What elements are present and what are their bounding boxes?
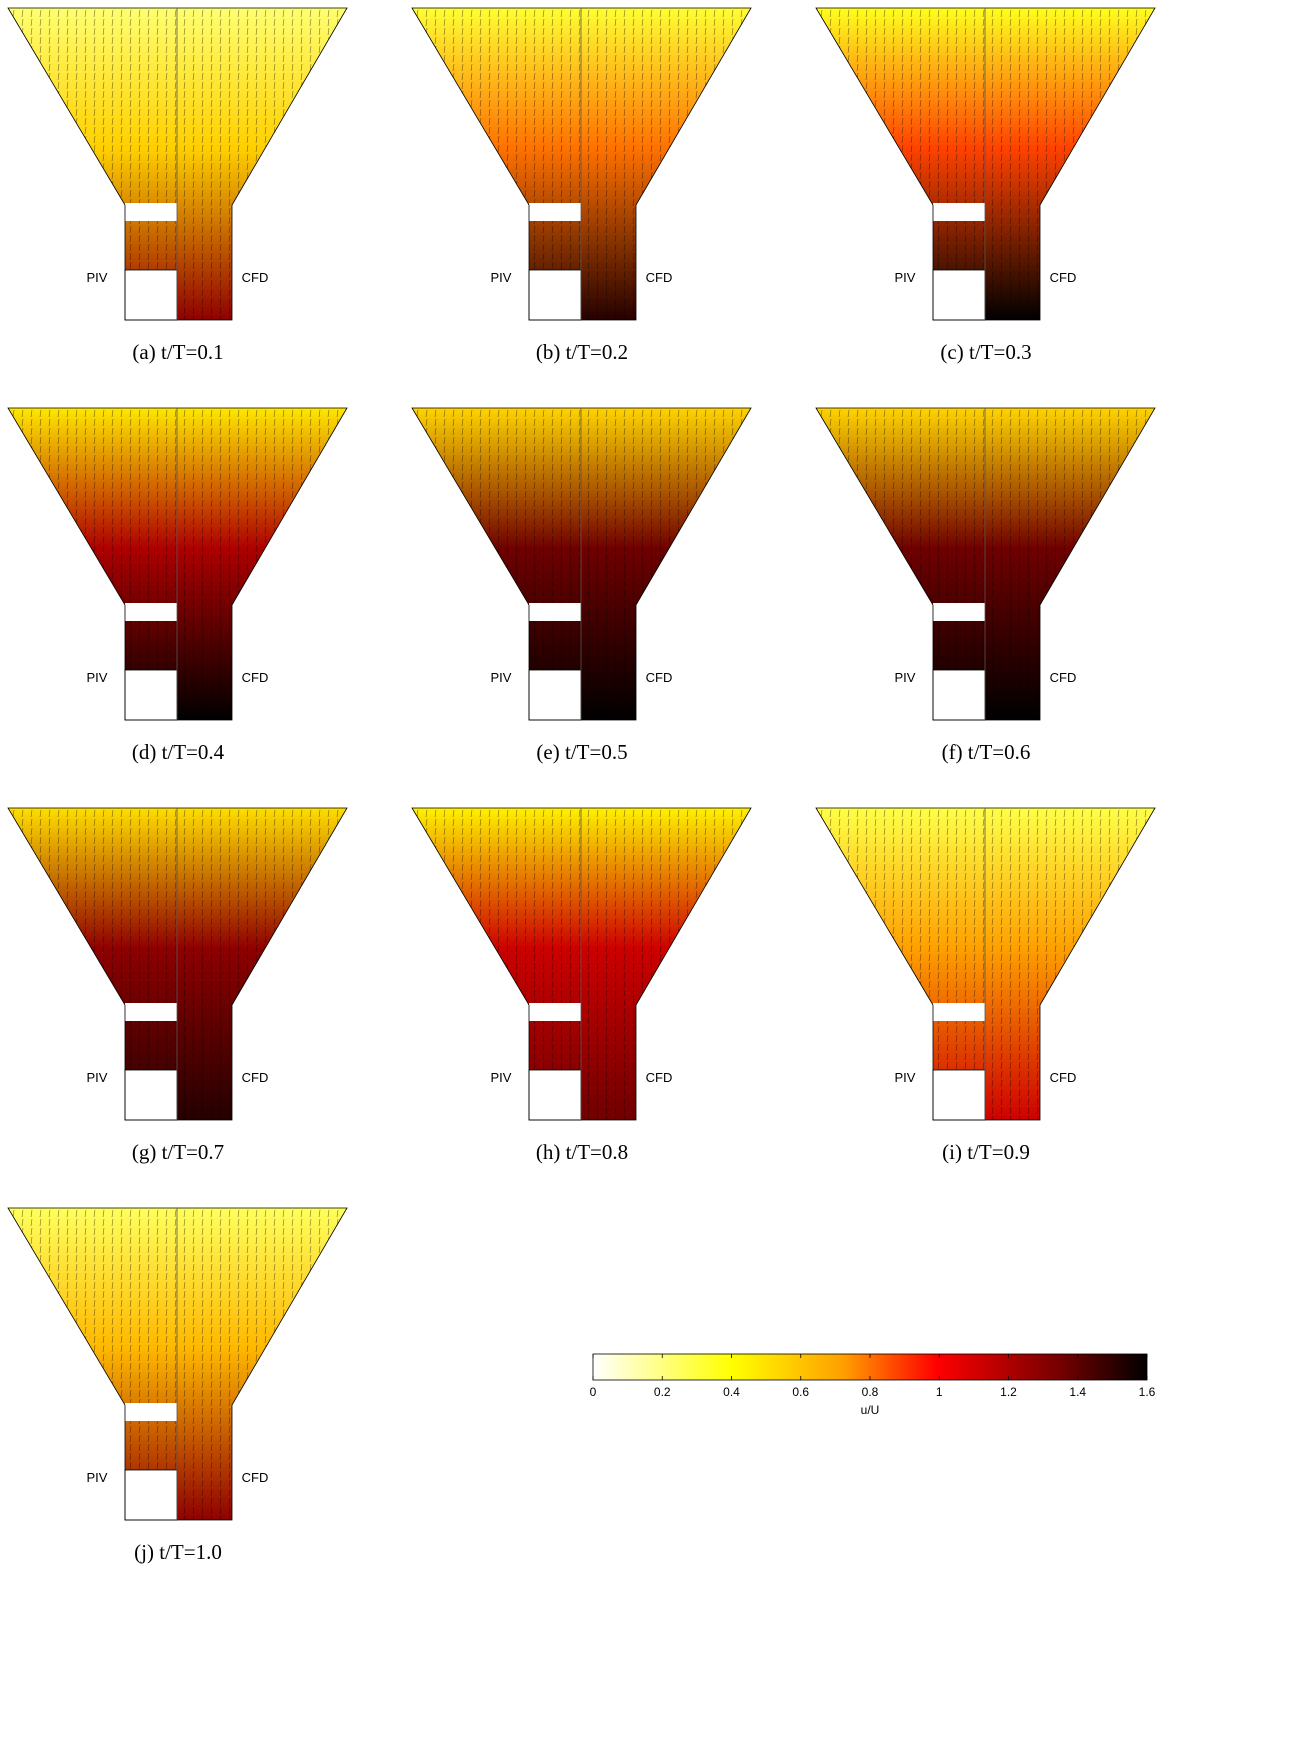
piv-label: PIV bbox=[491, 670, 512, 685]
piv-label: PIV bbox=[87, 670, 108, 685]
panel: PIV CFD (e) t/T=0.5 bbox=[412, 408, 751, 764]
vector-field bbox=[412, 408, 751, 720]
inlet-box bbox=[125, 670, 177, 720]
colorbar-tick-label: 0 bbox=[590, 1385, 597, 1399]
cfd-label: CFD bbox=[1050, 270, 1077, 285]
colorbar-tick-label: 1.6 bbox=[1139, 1385, 1156, 1399]
vector-field bbox=[8, 1208, 347, 1520]
panel-caption: (i) t/T=0.9 bbox=[942, 1140, 1030, 1164]
piv-label: PIV bbox=[895, 670, 916, 685]
panel-caption: (a) t/T=0.1 bbox=[132, 340, 223, 364]
panel: PIV CFD (h) t/T=0.8 bbox=[412, 808, 751, 1164]
piv-label: PIV bbox=[87, 1470, 108, 1485]
panel-caption: (e) t/T=0.5 bbox=[536, 740, 627, 764]
panel: PIV CFD (a) t/T=0.1 bbox=[8, 8, 347, 364]
vector-field bbox=[8, 808, 347, 1120]
panel: PIV CFD (i) t/T=0.9 bbox=[816, 808, 1155, 1164]
colorbar-tick-label: 1.2 bbox=[1000, 1385, 1017, 1399]
inlet-gap bbox=[125, 1403, 177, 1421]
vector-field bbox=[8, 408, 347, 720]
cfd-label: CFD bbox=[1050, 1070, 1077, 1085]
cfd-label: CFD bbox=[242, 670, 269, 685]
colorbar-tick-label: 0.8 bbox=[862, 1385, 879, 1399]
panel: PIV CFD (d) t/T=0.4 bbox=[8, 408, 347, 764]
inlet-gap bbox=[125, 1003, 177, 1021]
inlet-gap bbox=[529, 603, 581, 621]
cfd-label: CFD bbox=[242, 270, 269, 285]
piv-label: PIV bbox=[491, 1070, 512, 1085]
piv-label: PIV bbox=[87, 270, 108, 285]
inlet-box bbox=[529, 670, 581, 720]
colorbar-tick-label: 1 bbox=[936, 1385, 943, 1399]
figure: PIV CFD (a) t/T=0.1 PIV CFD (b) t/T=0.2 PIV CFD… bbox=[0, 0, 1299, 1744]
panel-caption: (b) t/T=0.2 bbox=[536, 340, 628, 364]
inlet-box bbox=[125, 1470, 177, 1520]
piv-label: PIV bbox=[895, 270, 916, 285]
colorbar-tick-label: 0.6 bbox=[792, 1385, 809, 1399]
panel-caption: (f) t/T=0.6 bbox=[942, 740, 1031, 764]
panel: PIV CFD (c) t/T=0.3 bbox=[816, 8, 1155, 364]
inlet-gap bbox=[125, 603, 177, 621]
panel-caption: (g) t/T=0.7 bbox=[132, 1140, 224, 1164]
panel-caption: (c) t/T=0.3 bbox=[940, 340, 1031, 364]
panel-caption: (j) t/T=1.0 bbox=[134, 1540, 222, 1564]
inlet-gap bbox=[933, 603, 985, 621]
panel: PIV CFD (j) t/T=1.0 bbox=[8, 1208, 347, 1564]
cfd-label: CFD bbox=[1050, 670, 1077, 685]
vector-field bbox=[816, 8, 1155, 320]
vector-field bbox=[816, 408, 1155, 720]
vector-field bbox=[412, 8, 751, 320]
cfd-label: CFD bbox=[646, 270, 673, 285]
panel-caption: (d) t/T=0.4 bbox=[132, 740, 225, 764]
inlet-box bbox=[125, 1070, 177, 1120]
inlet-gap bbox=[933, 1003, 985, 1021]
inlet-gap bbox=[529, 1003, 581, 1021]
piv-label: PIV bbox=[895, 1070, 916, 1085]
piv-label: PIV bbox=[87, 1070, 108, 1085]
colorbar-label: u/U bbox=[861, 1403, 880, 1417]
inlet-box bbox=[125, 270, 177, 320]
vector-field bbox=[816, 808, 1155, 1120]
cfd-label: CFD bbox=[242, 1470, 269, 1485]
cfd-label: CFD bbox=[646, 1070, 673, 1085]
panel-caption: (h) t/T=0.8 bbox=[536, 1140, 628, 1164]
panel: PIV CFD (f) t/T=0.6 bbox=[816, 408, 1155, 764]
inlet-gap bbox=[529, 203, 581, 221]
colorbar-tick-label: 0.4 bbox=[723, 1385, 740, 1399]
inlet-box bbox=[933, 670, 985, 720]
inlet-gap bbox=[933, 203, 985, 221]
vector-field bbox=[412, 808, 751, 1120]
inlet-box bbox=[933, 1070, 985, 1120]
inlet-box bbox=[529, 1070, 581, 1120]
inlet-box bbox=[529, 270, 581, 320]
vector-field bbox=[8, 8, 347, 320]
cfd-label: CFD bbox=[242, 1070, 269, 1085]
panel: PIV CFD (g) t/T=0.7 bbox=[8, 808, 347, 1164]
inlet-box bbox=[933, 270, 985, 320]
panel: PIV CFD (b) t/T=0.2 bbox=[412, 8, 751, 364]
piv-label: PIV bbox=[491, 270, 512, 285]
cfd-label: CFD bbox=[646, 670, 673, 685]
colorbar-tick-label: 1.4 bbox=[1069, 1385, 1086, 1399]
colorbar-tick-label: 0.2 bbox=[654, 1385, 671, 1399]
inlet-gap bbox=[125, 203, 177, 221]
